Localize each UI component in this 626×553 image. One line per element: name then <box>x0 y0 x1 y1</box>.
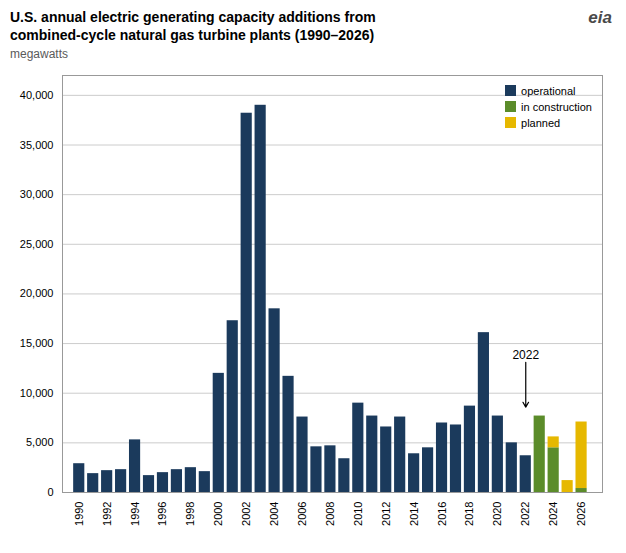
svg-text:2018: 2018 <box>463 502 475 526</box>
svg-text:20,000: 20,000 <box>20 287 54 299</box>
svg-text:2004: 2004 <box>268 502 280 526</box>
html-text:eia: eia <box>588 8 612 27</box>
svg-text:1994: 1994 <box>129 502 141 526</box>
svg-text:2020: 2020 <box>491 502 503 526</box>
svg-text:1996: 1996 <box>156 502 168 526</box>
html-text:in construction: in construction <box>521 101 592 113</box>
svg-text:2024: 2024 <box>547 502 559 526</box>
svg-text:35,000: 35,000 <box>20 139 54 151</box>
html-text:planned: planned <box>521 117 561 129</box>
svg-text:2008: 2008 <box>324 502 336 526</box>
html-text:U.S. annual electric generatin: U.S. annual electric generating capacity… <box>10 9 376 43</box>
svg-text:40,000: 40,000 <box>20 89 54 101</box>
svg-text:25,000: 25,000 <box>20 238 54 250</box>
svg-text:2006: 2006 <box>296 502 308 526</box>
svg-text:2022: 2022 <box>519 502 531 526</box>
svg-text:2012: 2012 <box>380 502 392 526</box>
svg-text:1990: 1990 <box>73 502 85 526</box>
svg-text:2022: 2022 <box>512 348 539 362</box>
svg-text:1998: 1998 <box>184 502 196 526</box>
svg-text:2026: 2026 <box>575 502 587 526</box>
svg-text:10,000: 10,000 <box>20 387 54 399</box>
svg-text:2014: 2014 <box>408 502 420 526</box>
svg-text:15,000: 15,000 <box>20 337 54 349</box>
svg-text:0: 0 <box>47 486 53 498</box>
svg-text:1992: 1992 <box>101 502 113 526</box>
html-text:megawatts: megawatts <box>10 47 68 61</box>
svg-text:2002: 2002 <box>240 502 252 526</box>
svg-text:2000: 2000 <box>212 502 224 526</box>
html-text:operational: operational <box>521 85 576 97</box>
svg-text:2010: 2010 <box>352 502 364 526</box>
svg-text:30,000: 30,000 <box>20 188 54 200</box>
svg-text:2016: 2016 <box>436 502 448 526</box>
svg-text:5,000: 5,000 <box>26 436 54 448</box>
